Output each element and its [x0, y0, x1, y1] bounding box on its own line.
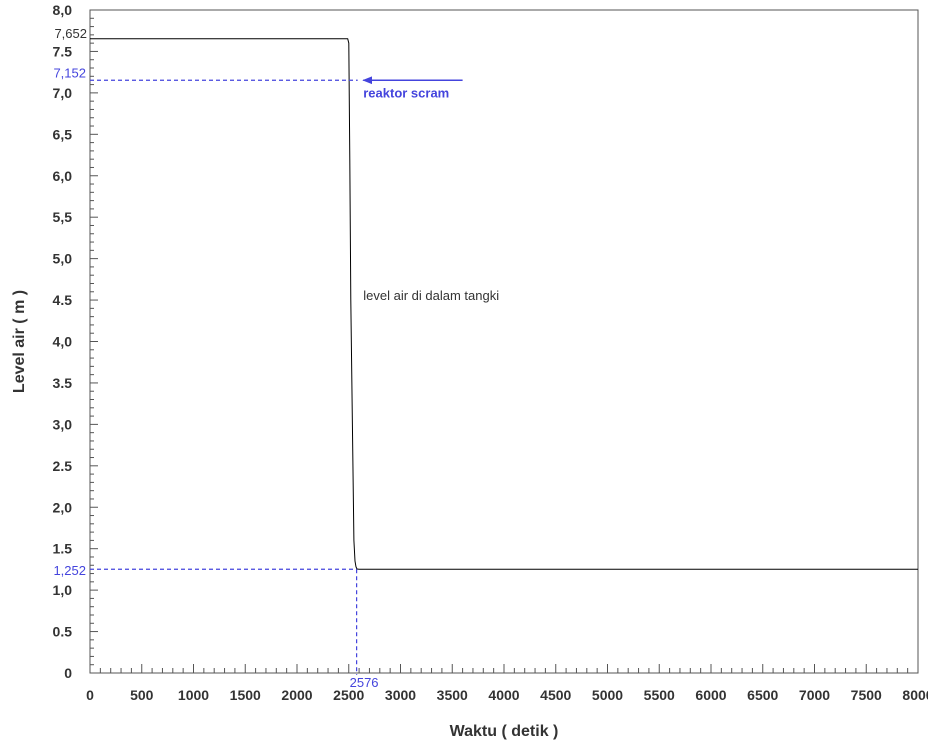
y-tick-label: 5,5 [53, 209, 73, 225]
y-tick-label: 5,0 [53, 251, 73, 267]
x-tick-label: 1000 [178, 687, 209, 703]
x-tick-label: 4000 [488, 687, 519, 703]
x-tick-label: 4500 [540, 687, 571, 703]
series-line [90, 38, 918, 570]
x-tick-label: 6500 [747, 687, 778, 703]
x-tick-label: 5000 [592, 687, 623, 703]
y-tick-label: 1,0 [53, 582, 73, 598]
y-tick-label: 7.5 [53, 43, 73, 59]
axis-ticks [89, 9, 919, 674]
x-tick-label: 3500 [437, 687, 468, 703]
y-tick-label: 6,5 [53, 126, 73, 142]
series-layer [90, 38, 918, 570]
x-tick-label: 500 [130, 687, 154, 703]
x-tick-label: 7000 [799, 687, 830, 703]
y-tick-label: 4,0 [53, 334, 73, 350]
y-tick-label: 3.5 [53, 375, 73, 391]
y-tick-label: 2.5 [53, 458, 73, 474]
x-tick-label: 7500 [851, 687, 882, 703]
bottom-value-label: 1,252 [53, 563, 86, 578]
y-tick-label: 4.5 [53, 292, 73, 308]
x-axis-title: Waktu ( detik ) [450, 723, 559, 740]
scram-value-label: 7,152 [53, 65, 86, 80]
x-tick-label: 2000 [281, 687, 312, 703]
y-tick-label: 0.5 [53, 624, 73, 640]
x-tick-label: 1500 [230, 687, 261, 703]
scram-label: reaktor scram [363, 85, 449, 100]
y-tick-label: 6,0 [53, 168, 73, 184]
x-tick-label: 5500 [644, 687, 675, 703]
x-tick-label: 3000 [385, 687, 416, 703]
y-tick-label: 1.5 [53, 541, 73, 557]
y-tick-label: 7,0 [53, 85, 73, 101]
time-value-label: 2576 [350, 675, 379, 690]
x-tick-label: 6000 [695, 687, 726, 703]
top-value-label: 7,652 [54, 26, 87, 41]
annotations: 7,652 7,152 reaktor scram 1,252 2576 level ai… [53, 26, 499, 690]
plot-frame [89, 9, 919, 674]
y-axis-title: Level air ( m ) [11, 290, 28, 393]
x-tick-label: 2500 [333, 687, 364, 703]
y-tick-label: 0 [64, 665, 72, 681]
y-tick-label: 8,0 [53, 2, 73, 18]
plot-border [89, 9, 919, 674]
y-tick-label: 3,0 [53, 416, 73, 432]
y-tick-label: 2,0 [53, 499, 73, 515]
tick-labels: 0 500 1000 1500 2000 2500 3000 3500 4000 4500 5000… [53, 2, 928, 703]
x-tick-label: 0 [86, 687, 94, 703]
series-label: level air di dalam tangki [363, 288, 499, 303]
